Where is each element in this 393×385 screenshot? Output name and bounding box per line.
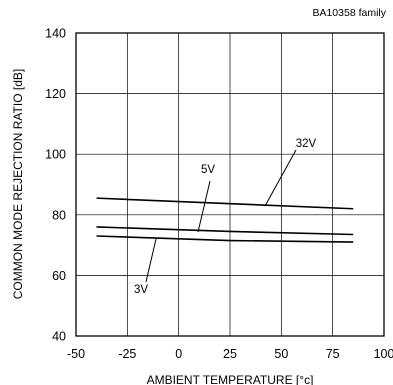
x-axis-label: AMBIENT TEMPERATURE [°c] (147, 373, 314, 385)
x-tick-label: 0 (175, 347, 182, 361)
callout-label-32v: 32V (296, 138, 317, 150)
series-line-5v (96, 226, 354, 236)
grid-lines (76, 33, 384, 336)
callout-leader-32v (264, 149, 297, 207)
callout-leader-3v (145, 238, 157, 283)
y-axis-label: COMMON MODE REJECTION RATIO [dB] (11, 69, 25, 299)
x-tick-label: 75 (326, 347, 340, 361)
series-lines (96, 197, 354, 243)
y-tick-label: 80 (52, 208, 66, 222)
callout-label-5v: 5V (201, 164, 215, 176)
plot-area (75, 32, 385, 337)
series-line-32v (96, 197, 354, 210)
x-tick-label: 25 (223, 347, 237, 361)
x-tick-label: -25 (118, 347, 136, 361)
y-tick-label: 100 (45, 148, 66, 162)
chart-title: BA10358 family (312, 7, 386, 19)
y-axis-ticks: 40 60 80 100 120 140 (45, 27, 66, 344)
y-tick-label: 120 (45, 87, 66, 101)
x-tick-label: 100 (374, 347, 393, 361)
series-callouts: 32V 5V 3V (134, 138, 317, 296)
y-tick-label: 40 (52, 330, 66, 344)
callout-leader-5v (197, 180, 211, 233)
y-tick-label: 140 (45, 27, 66, 41)
x-tick-label: 50 (274, 347, 288, 361)
callout-label-3v: 3V (134, 284, 148, 296)
x-axis-ticks: -50 -25 0 25 50 75 100 (67, 347, 393, 361)
series-line-3v (96, 235, 354, 243)
x-tick-label: -50 (67, 347, 85, 361)
y-tick-label: 60 (52, 269, 66, 283)
